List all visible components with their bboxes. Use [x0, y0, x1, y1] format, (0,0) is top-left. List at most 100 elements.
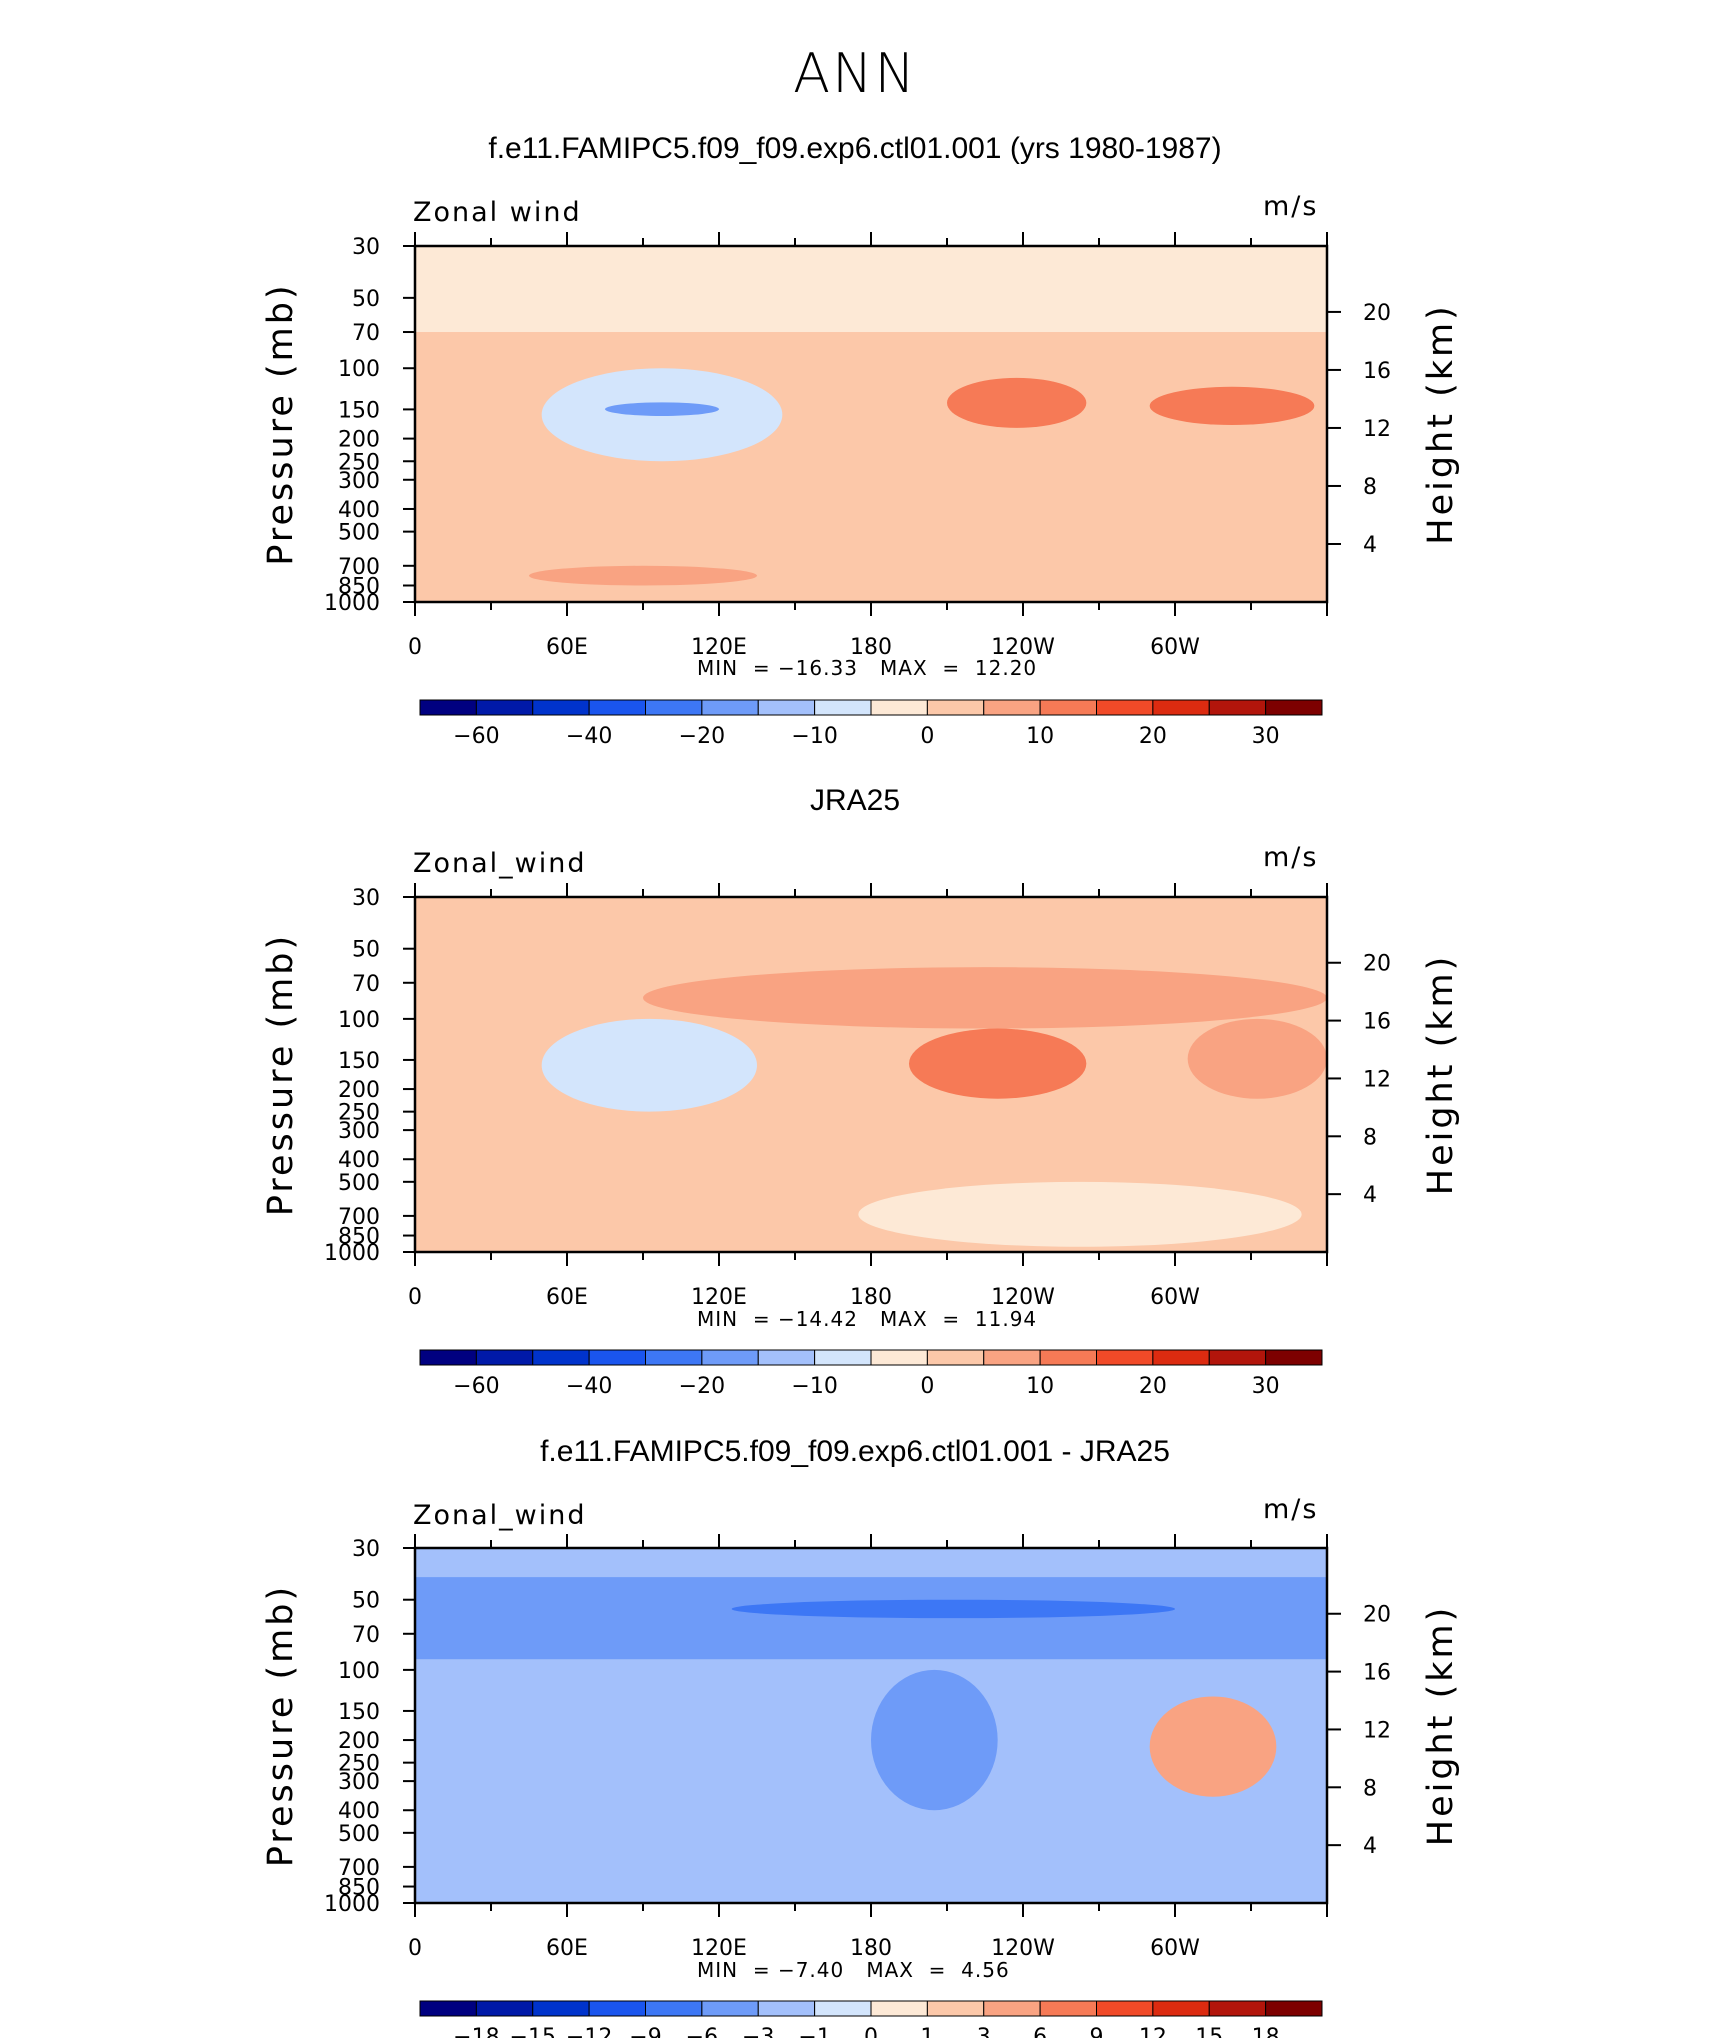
feature-region	[858, 1181, 1302, 1247]
colorbar-swatch	[1208, 2000, 1267, 2017]
colorbar-swatch	[1152, 2000, 1210, 2017]
variable-label: Zonal_wind	[413, 1500, 587, 1531]
x-tick-label: 180	[850, 635, 892, 660]
y2-tick-label: 16	[1363, 1010, 1391, 1035]
y2-tick-label: 8	[1363, 475, 1377, 500]
colorbar-label: 3	[977, 2025, 991, 2038]
colorbar-swatch	[926, 1349, 985, 1366]
colorbar-swatch	[588, 699, 646, 716]
y-tick-label: 500	[338, 521, 380, 546]
colorbar-swatch	[983, 2000, 1041, 2017]
x-tick-label: 60E	[546, 1285, 588, 1310]
y-tick-label: 500	[338, 1171, 380, 1196]
colorbar-swatch	[757, 2000, 816, 2017]
colorbar-swatch	[1265, 1349, 1323, 1366]
y-tick-label: 500	[338, 1822, 380, 1847]
colorbar-swatch	[1152, 1349, 1210, 1366]
colorbar-label: 15	[1195, 2025, 1223, 2038]
colorbar-label: −20	[679, 724, 725, 749]
y2-axis-title: Height (km)	[1421, 303, 1461, 545]
x-tick-label: 60W	[1150, 635, 1200, 660]
colorbar-swatch	[475, 2000, 534, 2017]
y-tick-label: 50	[352, 1589, 380, 1614]
colorbar-label: 20	[1139, 724, 1167, 749]
colorbar-swatch	[701, 699, 759, 716]
y-tick-label: 700	[338, 1205, 380, 1230]
colorbar-label: 6	[1033, 2025, 1047, 2038]
colorbar-swatch	[1265, 2000, 1323, 2017]
colorbar-label: 18	[1252, 2025, 1280, 2038]
units-label: m/s	[1263, 842, 1319, 873]
y-tick-label: 200	[338, 1078, 380, 1103]
colorbar-label: −18	[453, 2025, 499, 2038]
x-tick-label: 180	[850, 1936, 892, 1961]
y-tick-label: 300	[338, 1119, 380, 1144]
colorbar-swatch	[814, 699, 872, 716]
colorbar-label: −60	[453, 1374, 499, 1399]
y-tick-label: 100	[338, 1008, 380, 1033]
colorbar-label: −9	[629, 2025, 661, 2038]
y-tick-label: 400	[338, 1148, 380, 1173]
colorbar-swatch	[645, 2000, 703, 2017]
x-tick-label: 120W	[991, 1285, 1055, 1310]
feature-region	[871, 1669, 998, 1811]
feature-region	[529, 565, 757, 586]
colorbar-swatch	[532, 2000, 590, 2017]
colorbar-label: −10	[791, 724, 837, 749]
y-tick-label: 30	[352, 886, 380, 911]
colorbar: −18 −15 −12 −9 −6 −3 −1 0 1 3 6 9 12 15 18	[419, 2000, 1323, 2038]
x-tick-label: 120E	[691, 1936, 747, 1961]
y-tick-label: 400	[338, 1799, 380, 1824]
colorbar-label: 0	[920, 1374, 934, 1399]
y2-tick-label: 20	[1363, 952, 1391, 977]
field	[415, 246, 1327, 602]
y-tick-label: 250	[338, 1752, 380, 1777]
x-tick-label: 0	[408, 1285, 422, 1310]
colorbar-swatch	[419, 699, 477, 716]
y2-tick-label: 12	[1363, 1718, 1391, 1743]
y-tick-label: 70	[352, 1623, 380, 1648]
colorbar-swatch	[1208, 1349, 1267, 1366]
colorbar-swatch	[757, 699, 816, 716]
colorbar-swatch	[926, 699, 985, 716]
y2-tick-label: 16	[1363, 1661, 1391, 1686]
units-label: m/s	[1263, 191, 1319, 222]
colorbar-label: 10	[1026, 1374, 1054, 1399]
y2-axis-title: Height (km)	[1421, 1605, 1461, 1847]
colorbar-label: 9	[1090, 2025, 1104, 2038]
colorbar-swatch	[1208, 699, 1267, 716]
x-tick-label: 120W	[991, 1936, 1055, 1961]
y-tick-label: 70	[352, 972, 380, 997]
y-tick-label: 250	[338, 1101, 380, 1126]
y-tick-label: 400	[338, 498, 380, 523]
figure-title: ANN	[793, 42, 917, 105]
y-tick-label: 300	[338, 1770, 380, 1795]
colorbar-swatch	[532, 1349, 590, 1366]
feature-region	[605, 402, 719, 416]
colorbar-swatch	[1096, 1349, 1154, 1366]
y-tick-label: 30	[352, 235, 380, 260]
x-tick-label: 60W	[1150, 1285, 1200, 1310]
variable-label: Zonal wind	[413, 197, 582, 228]
y-tick-label: 70	[352, 321, 380, 346]
y-axis-title: Pressure (mb)	[261, 933, 301, 1216]
colorbar-swatch	[757, 1349, 816, 1366]
colorbar: −60 −40 −20 −10 0 10 20 30	[419, 1349, 1323, 1399]
stats-readout: MIN = −16.33 MAX = 12.20	[697, 656, 1038, 680]
y-tick-label: 200	[338, 1729, 380, 1754]
colorbar-label: 20	[1139, 1374, 1167, 1399]
y-tick-label: 850	[338, 575, 380, 600]
y-tick-label: 30	[352, 1537, 380, 1562]
panel-title: f.e11.FAMIPC5.f09_f09.exp6.ctl01.001 (yr…	[488, 132, 1222, 165]
colorbar-swatch	[926, 2000, 985, 2017]
colorbar-label: 10	[1026, 724, 1054, 749]
colorbar-swatch	[814, 1349, 872, 1366]
colorbar: −60 −40 −20 −10 0 10 20 30	[419, 699, 1323, 749]
colorbar-label: −60	[453, 724, 499, 749]
y-tick-label: 300	[338, 469, 380, 494]
colorbar-swatch	[1039, 699, 1097, 716]
y2-tick-label: 20	[1363, 1603, 1391, 1628]
stats-readout: MIN = −14.42 MAX = 11.94	[697, 1307, 1038, 1331]
colorbar-swatch	[1265, 699, 1323, 716]
colorbar-label: −15	[510, 2025, 556, 2038]
